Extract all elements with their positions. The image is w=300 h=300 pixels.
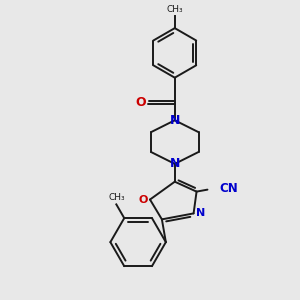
- Text: O: O: [136, 96, 146, 110]
- Text: N: N: [196, 208, 205, 218]
- Text: CH₃: CH₃: [167, 5, 183, 14]
- Text: N: N: [169, 114, 180, 127]
- Text: O: O: [138, 194, 148, 205]
- Text: N: N: [169, 158, 180, 170]
- Text: CN: CN: [219, 182, 238, 195]
- Text: CH₃: CH₃: [108, 194, 124, 202]
